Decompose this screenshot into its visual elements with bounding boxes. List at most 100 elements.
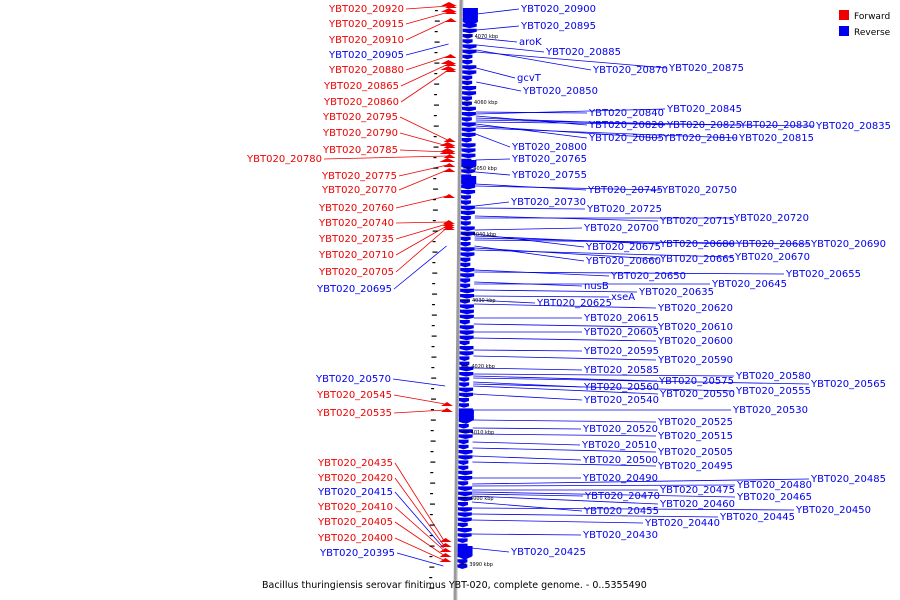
gene-label: YBT020_20505	[657, 447, 733, 458]
minor-tick	[431, 377, 437, 379]
gene-label: YBT020_20655	[785, 269, 861, 280]
reverse-gene-feature	[458, 434, 473, 439]
reverse-gene-feature	[461, 106, 476, 112]
gene-label: YBT020_20425	[510, 547, 586, 558]
leader-line	[398, 164, 448, 177]
gene-label: YBT020_20700	[583, 223, 659, 234]
forward-gene-feature	[442, 224, 455, 228]
forward-gene-feature	[439, 538, 452, 542]
gene-label: YBT020_20410	[317, 502, 393, 513]
leader-line	[474, 271, 785, 275]
forward-gene-feature	[440, 8, 457, 12]
reverse-gene-feature	[458, 491, 473, 497]
gene-label: YBT020_20415	[317, 487, 393, 498]
reverse-gene-feature	[458, 486, 473, 491]
reverse-gene-feature	[460, 247, 475, 252]
reverse-gene-feature	[461, 143, 476, 148]
reverse-gene-feature	[461, 138, 472, 143]
leader-line	[476, 37, 518, 43]
reverse-gene-feature	[461, 148, 476, 153]
gene-label: YBT020_20775	[321, 171, 397, 182]
minor-tick	[430, 419, 436, 421]
gene-label: YBT020_20915	[328, 19, 404, 30]
reverse-gene-feature	[459, 314, 474, 320]
gene-label: YBT020_20740	[318, 218, 394, 229]
gene-label: YBT020_20555	[735, 386, 811, 397]
leader-line	[393, 394, 446, 405]
gene-label: YBT020_20465	[736, 492, 812, 503]
gene-label: YBT020_20670	[734, 252, 810, 263]
leader-line	[471, 547, 510, 553]
reverse-gene-feature	[458, 410, 474, 424]
leader-line	[394, 477, 444, 546]
leader-line	[399, 149, 448, 153]
leader-line	[471, 501, 583, 512]
gene-label: YBT020_20610	[657, 322, 733, 333]
gene-label: YBT020_20435	[317, 458, 393, 469]
gene-label: YBT020_20440	[644, 518, 720, 529]
reverse-gene-feature	[459, 372, 474, 377]
forward-gene-feature	[439, 543, 452, 547]
minor-tick	[433, 115, 437, 117]
gene-label: YBT020_20635	[638, 287, 714, 298]
gene-label: YBT020_20605	[583, 327, 659, 338]
leader-line	[395, 221, 447, 224]
gene-label: YBT020_20680	[659, 239, 735, 250]
gene-label: YBT020_20535	[316, 408, 392, 419]
leader-line	[474, 239, 810, 245]
gene-label: YBT020_20690	[810, 239, 886, 250]
minor-tick	[429, 577, 433, 579]
leader-line	[394, 537, 444, 561]
scale-tick-label: 4070 kbp	[475, 34, 499, 40]
leader-line	[472, 484, 736, 487]
reverse-gene-feature	[459, 340, 470, 346]
gene-label: YBT020_20405	[317, 517, 393, 528]
reverse-gene-feature	[462, 75, 473, 81]
leader-line	[472, 441, 581, 446]
legend-reverse-swatch	[839, 26, 849, 36]
minor-tick	[434, 20, 440, 22]
reverse-gene-feature	[460, 268, 475, 273]
leader-line	[476, 25, 520, 31]
reverse-gene-feature	[461, 190, 476, 195]
gene-label: YBT020_20540	[583, 395, 659, 406]
leader-line	[405, 55, 449, 71]
gene-label: YBT020_20770	[321, 185, 397, 196]
gene-label: YBT020_20520	[582, 424, 658, 435]
minor-tick	[430, 493, 434, 495]
gene-label: YBT020_20500	[582, 455, 658, 466]
gene-label: YBT020_20400	[317, 533, 393, 544]
leader-line	[473, 337, 657, 342]
reverse-gene-feature	[462, 91, 477, 96]
leader-line	[473, 373, 735, 377]
gene-label: YBT020_20800	[511, 142, 587, 153]
leader-line	[475, 171, 511, 176]
reverse-gene-feature	[457, 559, 468, 564]
minor-tick	[429, 535, 433, 537]
leader-line	[473, 303, 657, 309]
reverse-gene-feature	[457, 502, 468, 507]
gene-label: YBT020_20475	[659, 485, 735, 496]
leader-line	[400, 63, 449, 87]
minor-tick	[432, 283, 436, 285]
reverse-gene-feature	[459, 377, 470, 382]
leader-line	[474, 237, 735, 245]
gene-label: YBT020_20745	[587, 185, 663, 196]
reverse-gene-feature	[457, 528, 472, 533]
gene-label: YBT020_20590	[657, 355, 733, 366]
minor-tick	[429, 503, 435, 505]
scale-tick-label: 4010 kbp	[471, 430, 495, 436]
scale-tick-label: 4030 kbp	[472, 298, 496, 304]
genome-caption: Bacillus thuringiensis serovar finitimus…	[262, 580, 647, 591]
reverse-gene-feature	[459, 320, 470, 325]
gene-label: YBT020_20790	[322, 128, 398, 139]
reverse-gene-feature	[459, 392, 474, 398]
leader-line	[392, 378, 446, 387]
reverse-gene-feature	[461, 153, 476, 159]
leader-line	[474, 269, 610, 277]
forward-gene-feature	[443, 138, 456, 142]
leader-line	[475, 121, 815, 127]
reverse-gene-feature	[461, 101, 472, 107]
reverse-gene-feature	[459, 356, 470, 361]
reverse-gene-feature	[460, 226, 475, 231]
